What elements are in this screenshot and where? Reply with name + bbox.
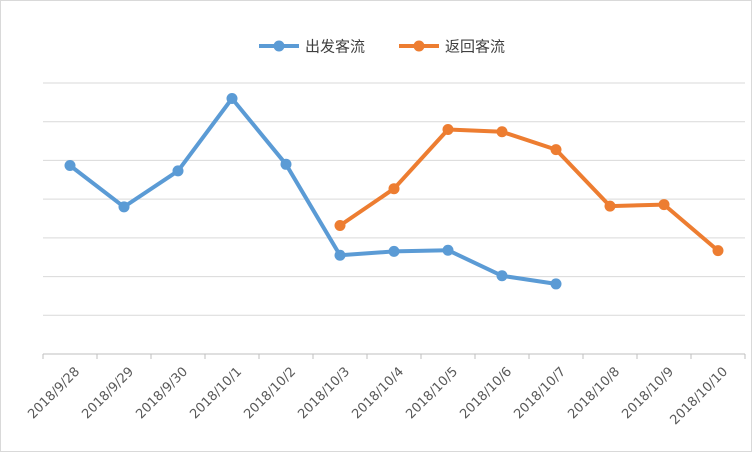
data-point <box>442 244 454 256</box>
x-axis <box>42 353 746 359</box>
x-tick-label: 2018/10/10 <box>667 364 731 428</box>
data-point <box>658 199 670 211</box>
data-point <box>442 123 454 135</box>
data-point <box>334 249 346 261</box>
x-tick-label: 2018/10/5 <box>403 364 461 422</box>
data-point <box>496 126 508 138</box>
data-point <box>388 183 400 195</box>
legend-item: 出发客流 <box>259 38 365 56</box>
x-tick-label: 2018/10/4 <box>349 364 407 422</box>
data-point <box>172 165 184 177</box>
data-point <box>334 219 346 231</box>
legend-swatch-marker <box>413 40 425 52</box>
data-point <box>226 92 238 104</box>
legend-item: 返回客流 <box>399 38 505 56</box>
x-tick-label: 2018/9/28 <box>25 364 83 422</box>
legend-label: 出发客流 <box>305 38 365 56</box>
x-tick-label: 2018/10/8 <box>565 364 623 422</box>
data-point <box>388 245 400 257</box>
series-points <box>64 92 724 290</box>
x-tick-label: 2018/10/7 <box>511 364 569 422</box>
data-point <box>604 200 616 212</box>
data-point <box>118 201 130 213</box>
legend-swatch-marker <box>273 40 285 52</box>
data-point <box>550 144 562 156</box>
data-point <box>280 158 292 170</box>
series-line-0 <box>68 96 557 286</box>
x-tick-label: 2018/9/30 <box>133 364 191 422</box>
series-lines <box>68 96 720 286</box>
x-tick-label: 2018/10/2 <box>241 364 299 422</box>
x-tick-label: 2018/10/9 <box>619 364 677 422</box>
legend: 出发客流 返回客流 <box>259 38 505 56</box>
data-point <box>496 270 508 282</box>
x-tick-label: 2018/9/29 <box>79 364 137 422</box>
x-tick-label: 2018/10/3 <box>295 364 353 422</box>
data-point <box>712 245 724 257</box>
x-tick-labels: 2018/9/282018/9/292018/9/302018/10/12018… <box>25 364 731 428</box>
data-point <box>550 278 562 290</box>
x-tick-label: 2018/10/1 <box>187 364 245 422</box>
gridlines <box>43 82 745 316</box>
legend-label: 返回客流 <box>445 38 505 56</box>
series-line-1 <box>338 127 720 253</box>
x-tick-label: 2018/10/6 <box>457 364 515 422</box>
data-point <box>64 159 76 171</box>
